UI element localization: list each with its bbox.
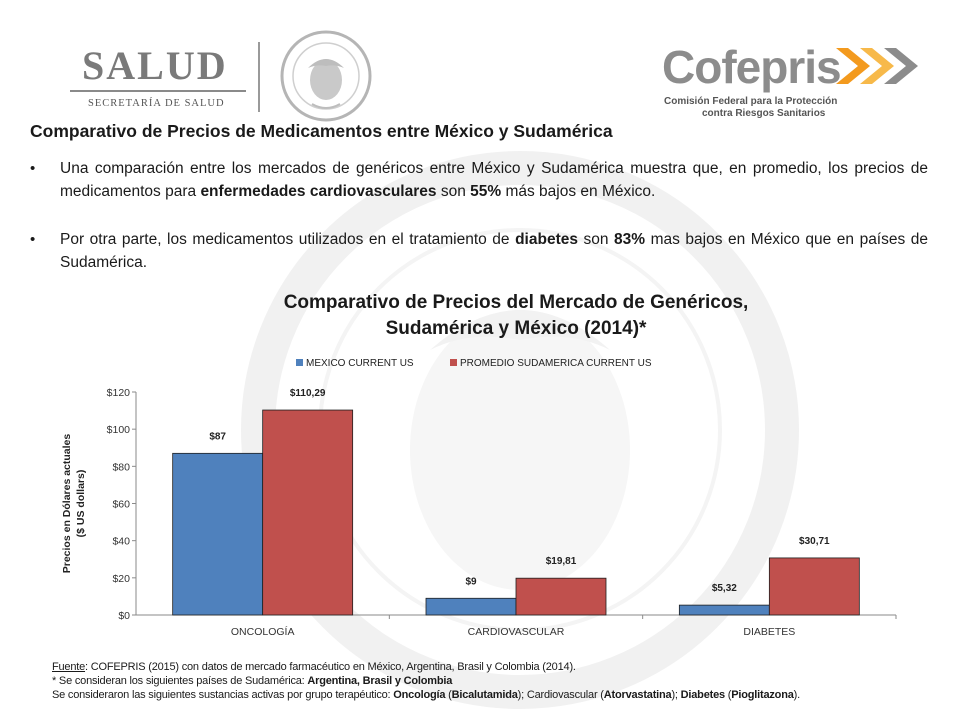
data-label: $9 [465, 576, 477, 587]
x-tick-label: ONCOLOGÍA [231, 625, 295, 638]
footnotes: Fuente: COFEPRIS (2015) con datos de mer… [52, 660, 932, 702]
footnote-substances: Se consideraron las siguientes sustancia… [52, 689, 800, 701]
header-divider [258, 42, 260, 112]
chart-data-labels: $87 $110,29 $9 $19,81 $5,32 $30,71 [209, 388, 830, 594]
footnote-source-label: Fuente [52, 661, 86, 673]
bullet-bold: 83% [614, 231, 646, 248]
bullet-item: • Por otra parte, los medicamentos utiliz… [30, 228, 928, 274]
bullet-dot: • [30, 160, 36, 177]
cofepris-logo-subtitle: Comisión Federal para la Protección cont… [664, 96, 837, 120]
page-title: Comparativo de Precios de Medicamentos e… [30, 121, 613, 141]
bullet-list: • Una comparación entre los mercados de g… [30, 157, 928, 274]
footnote-cardio-drug: Atorvastatina [603, 689, 672, 701]
chart-legend: MEXICO CURRENT US PROMEDIO SUDAMERICA CUR… [296, 358, 652, 369]
footnote-substances-text: Se consideraron las siguientes sustancia… [52, 689, 394, 701]
bar-sudamerica [515, 577, 607, 616]
bullet-text: son [577, 231, 615, 248]
x-tick-label: CARDIOVASCULAR [468, 626, 565, 638]
salud-logo: SALUD SECRETARÍA DE SALUD [62, 40, 252, 122]
legend-swatch [450, 359, 457, 366]
chart-title: Comparativo de Precios del Mercado de Ge… [240, 290, 792, 342]
bullet-bold: 55% [470, 183, 502, 200]
bullet-text: mas bajos en México que en países de Sud… [60, 231, 929, 271]
y-tick-label: $120 [107, 387, 131, 399]
footnote-cardio-label: Cardiovascular [526, 689, 598, 701]
cofepris-subtitle-line1: Comisión Federal para la Protección [664, 96, 838, 107]
bullet-item: • Una comparación entre los mercados de g… [30, 157, 928, 203]
footnote-diab-drug: Pioglitazona [731, 689, 794, 701]
footnote-source-text: : COFEPRIS (2015) con datos de mercado f… [85, 661, 576, 673]
bullet-text: más bajos en México. [501, 183, 656, 200]
y-tick-label: $100 [107, 424, 131, 436]
cofepris-logo-word: Cofepris [662, 41, 842, 93]
y-tick-label: $40 [112, 536, 130, 548]
chart-title-line1: Comparativo de Precios del Mercado de Ge… [283, 292, 749, 313]
salud-logo-word: SALUD [82, 43, 228, 88]
bar-sudamerica [768, 557, 860, 616]
y-tick-label: $0 [118, 610, 130, 622]
data-label: $30,71 [799, 536, 830, 547]
footnote-onc-label: Oncología [393, 689, 446, 701]
bullet-text: Por otra parte, los medicamentos utiliza… [60, 231, 516, 248]
legend-label: MEXICO CURRENT US [306, 358, 414, 369]
y-tick-label: $60 [112, 499, 130, 511]
mexico-seal-icon [280, 30, 372, 122]
x-tick-label: DIABETES [743, 626, 795, 638]
footnote-source: Fuente: COFEPRIS (2015) con datos de mer… [52, 660, 932, 674]
footnote-countries-bold: Argentina, Brasil y Colombia [307, 675, 453, 687]
data-label: $110,29 [290, 388, 326, 399]
bar-mexico [425, 597, 517, 616]
legend-label: PROMEDIO SUDAMERICA CURRENT US [460, 358, 652, 369]
bullet-bold: diabetes [515, 231, 578, 248]
salud-logo-subtitle: SECRETARÍA DE SALUD [88, 98, 225, 109]
y-axis-title-line2: ($ US dollars) [75, 470, 87, 538]
cofepris-subtitle-line2: contra Riesgos Sanitarios [702, 108, 826, 119]
arrow-chevrons-icon [836, 48, 918, 84]
footnote-diab-label: Diabetes [680, 689, 725, 701]
bar-sudamerica [262, 409, 354, 616]
y-tick-label: $20 [112, 573, 130, 585]
data-label: $5,32 [712, 583, 737, 594]
y-tick-label: $80 [112, 461, 130, 473]
footnote-countries: * Se consideran los siguientes países de… [52, 674, 932, 688]
footnote-countries-text: * Se consideran los siguientes países de… [52, 675, 308, 687]
chart-title-line2: Sudamérica y México (2014)* [385, 318, 647, 339]
footnote-onc-drug: Bicalutamida [451, 689, 518, 701]
bar-chart: MEXICO CURRENT US PROMEDIO SUDAMERICA CUR… [61, 358, 897, 638]
bullet-bold: enfermedades cardiovasculares [200, 183, 437, 200]
y-axis-title-line1: Precios en Dólares actuales [61, 434, 73, 574]
legend-swatch [296, 359, 303, 366]
bullet-text: Una comparación entre los mercados de ge… [60, 160, 928, 200]
chart-bars [172, 409, 860, 616]
bar-mexico [172, 452, 264, 616]
bar-mexico [678, 604, 770, 616]
bullet-dot: • [30, 231, 36, 248]
cofepris-logo: Cofepris Comisión Federal para la Protec… [662, 40, 922, 130]
bullet-text: son [436, 183, 471, 200]
data-label: $87 [209, 431, 226, 442]
salud-logo-rule [70, 90, 246, 92]
data-label: $19,81 [546, 556, 577, 567]
